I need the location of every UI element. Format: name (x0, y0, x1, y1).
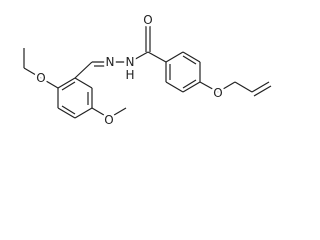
atom-label: O (36, 71, 45, 85)
atom-label: O (143, 13, 152, 27)
atom-label: O (104, 113, 113, 127)
atom-label: N (126, 55, 135, 69)
atom-label: O (213, 86, 222, 100)
molecule-diagram: O N N H O O O (23, 13, 272, 127)
atom-label: H (125, 68, 134, 82)
atom-label: N (106, 55, 115, 69)
bonds (23, 24, 272, 119)
